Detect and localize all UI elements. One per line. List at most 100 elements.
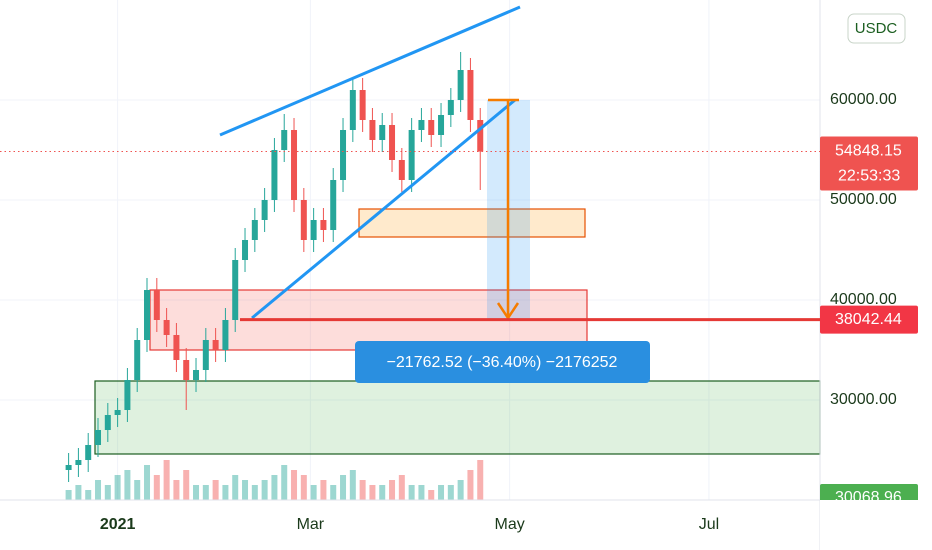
candle-body <box>281 130 288 150</box>
volume-bar <box>261 480 268 500</box>
candle-body <box>428 120 435 135</box>
candle-body <box>438 115 445 135</box>
candle-body <box>183 360 190 380</box>
volume-bar <box>95 480 102 500</box>
volume-bar <box>477 460 484 500</box>
candle-body <box>408 130 415 180</box>
candle-body <box>447 100 454 115</box>
candle-body <box>330 180 337 230</box>
candles <box>65 52 484 500</box>
candle-body <box>359 90 366 120</box>
volume-bar <box>369 485 376 500</box>
candle-body <box>153 290 160 320</box>
candle-body <box>467 70 474 120</box>
candle-body <box>418 120 425 130</box>
volume-bar <box>418 485 425 500</box>
volume-bar <box>379 485 386 500</box>
candle-body <box>173 335 180 360</box>
candle-body <box>124 380 131 410</box>
candle-body <box>340 130 347 180</box>
volume-bar <box>232 475 239 500</box>
target-zone <box>358 208 586 238</box>
level-price-label: 38042.44 <box>835 311 902 328</box>
candle-body <box>310 220 317 240</box>
currency-label[interactable]: USDC <box>855 20 898 37</box>
candle-body <box>114 410 121 415</box>
candle-body <box>134 340 141 380</box>
candle-body <box>202 340 209 370</box>
volume-bar <box>320 480 327 500</box>
currency-button[interactable] <box>847 13 906 44</box>
candle-body <box>212 340 219 350</box>
volume-bar <box>457 480 464 500</box>
candle-body <box>65 465 72 470</box>
candle-body <box>477 120 484 152</box>
drawings-front: −21762.52 (−36.40%) −2176252 <box>219 5 650 383</box>
volume-bar <box>359 480 366 500</box>
axes: 30000.00 40000.00 50000.00 60000.00 2021 Mar M… <box>0 91 932 550</box>
grid <box>0 0 820 500</box>
candle-body <box>222 320 229 350</box>
x-tick-label: May <box>495 516 525 533</box>
measure-label: −21762.52 (−36.40%) −2176252 <box>387 354 618 371</box>
candle-body <box>320 220 327 230</box>
countdown-label: 22:53:33 <box>838 168 900 185</box>
y-tick-label: 60000.00 <box>830 91 897 108</box>
candle-body <box>95 430 102 445</box>
axis-mask <box>820 500 932 550</box>
volume-bar <box>398 475 405 500</box>
volume-bar <box>242 480 249 500</box>
trend-line <box>219 5 521 137</box>
candle-body <box>144 290 151 340</box>
candle-body <box>291 130 298 200</box>
volume-bar <box>251 485 258 500</box>
volume-bar <box>85 490 92 500</box>
volume-bar <box>310 485 317 500</box>
measure-box <box>355 341 650 383</box>
candle-body <box>242 240 249 260</box>
volume-bar <box>212 480 219 500</box>
x-tick-label: Jul <box>699 516 719 533</box>
volume-bar <box>271 475 278 500</box>
volume-bar <box>281 465 288 500</box>
trend-line <box>251 98 516 320</box>
y-tick-label: 50000.00 <box>830 191 897 208</box>
volume-bar <box>222 485 229 500</box>
volume-bar <box>291 470 298 500</box>
volume-bar <box>349 470 356 500</box>
last-price-label: 54848.15 <box>835 143 902 160</box>
candle-body <box>232 260 239 320</box>
volume-bar <box>134 480 141 500</box>
candle-body <box>261 200 268 220</box>
candle-body <box>251 220 258 240</box>
volume-bar <box>467 470 474 500</box>
candle-body <box>398 160 405 180</box>
volume-bar <box>75 485 82 500</box>
volume-bar <box>153 475 160 500</box>
x-tick-label: Mar <box>297 516 325 533</box>
volume-bar <box>124 470 131 500</box>
volume-bar <box>408 485 415 500</box>
level-price-tag <box>820 305 918 334</box>
volume-bar <box>447 485 454 500</box>
volume-bar <box>114 475 121 500</box>
volume-bar <box>300 475 307 500</box>
candle-body <box>369 120 376 140</box>
volume-bar <box>183 470 190 500</box>
candle-body <box>379 125 386 140</box>
y-tick-label: 30000.00 <box>830 391 897 408</box>
y-tick-label: 40000.00 <box>830 291 897 308</box>
volume-bar <box>193 485 200 500</box>
volume-bar <box>65 490 72 500</box>
volume-bar <box>173 480 180 500</box>
volume-bar <box>104 485 111 500</box>
candle-body <box>193 370 200 380</box>
drawings-back <box>94 100 821 455</box>
volume-bar <box>428 490 435 500</box>
measure-arrowhead <box>496 302 520 321</box>
volume-bar <box>144 465 151 500</box>
volume-bar <box>340 475 347 500</box>
volume-bar <box>330 485 337 500</box>
